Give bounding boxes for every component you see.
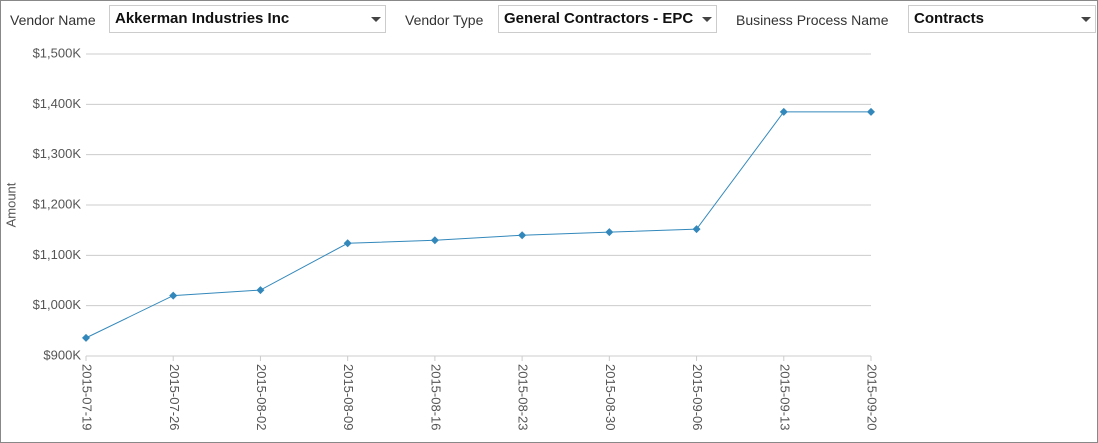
vendor-name-select[interactable]: Akkerman Industries Inc <box>109 5 386 33</box>
x-tick-label: 2015-08-16 <box>428 364 443 431</box>
data-point <box>867 107 875 116</box>
data-point <box>82 333 90 342</box>
business-process-select[interactable]: Contracts <box>908 5 1096 33</box>
x-tick-label: 2015-07-19 <box>80 364 95 431</box>
filter-label: Business Process Name <box>736 12 889 28</box>
data-point <box>605 228 614 237</box>
y-tick-label: $1,100K <box>33 247 82 262</box>
x-tick-label: 2015-09-13 <box>777 364 792 431</box>
data-line <box>85 111 871 339</box>
filter-label: Vendor Name <box>10 12 96 28</box>
filter-label: Vendor Type <box>405 12 484 28</box>
x-tick-label: 2015-08-02 <box>254 364 269 431</box>
data-point <box>256 286 265 295</box>
data-point <box>518 231 527 240</box>
vendor-type-select[interactable]: General Contractors - EPC <box>498 5 717 33</box>
y-tick-label: $1,500K <box>33 45 82 60</box>
data-point <box>430 236 439 245</box>
y-tick-label: $900K <box>43 347 81 362</box>
data-point <box>692 225 701 234</box>
x-tick-label: 2015-09-20 <box>865 364 880 431</box>
data-point <box>343 239 352 248</box>
x-tick-label: 2015-08-30 <box>603 364 618 431</box>
data-point <box>169 291 178 300</box>
x-tick-label: 2015-07-26 <box>167 364 182 431</box>
data-point <box>779 107 788 116</box>
y-tick-label: $1,000K <box>33 297 82 312</box>
x-tick-label: 2015-08-23 <box>516 364 531 431</box>
y-tick-label: $1,300K <box>33 146 82 161</box>
y-tick-label: $1,200K <box>33 196 82 211</box>
x-tick-label: 2015-09-06 <box>690 364 705 431</box>
y-tick-label: $1,400K <box>33 96 82 111</box>
y-axis-label: Amount <box>3 182 18 227</box>
x-tick-label: 2015-08-09 <box>341 364 356 431</box>
